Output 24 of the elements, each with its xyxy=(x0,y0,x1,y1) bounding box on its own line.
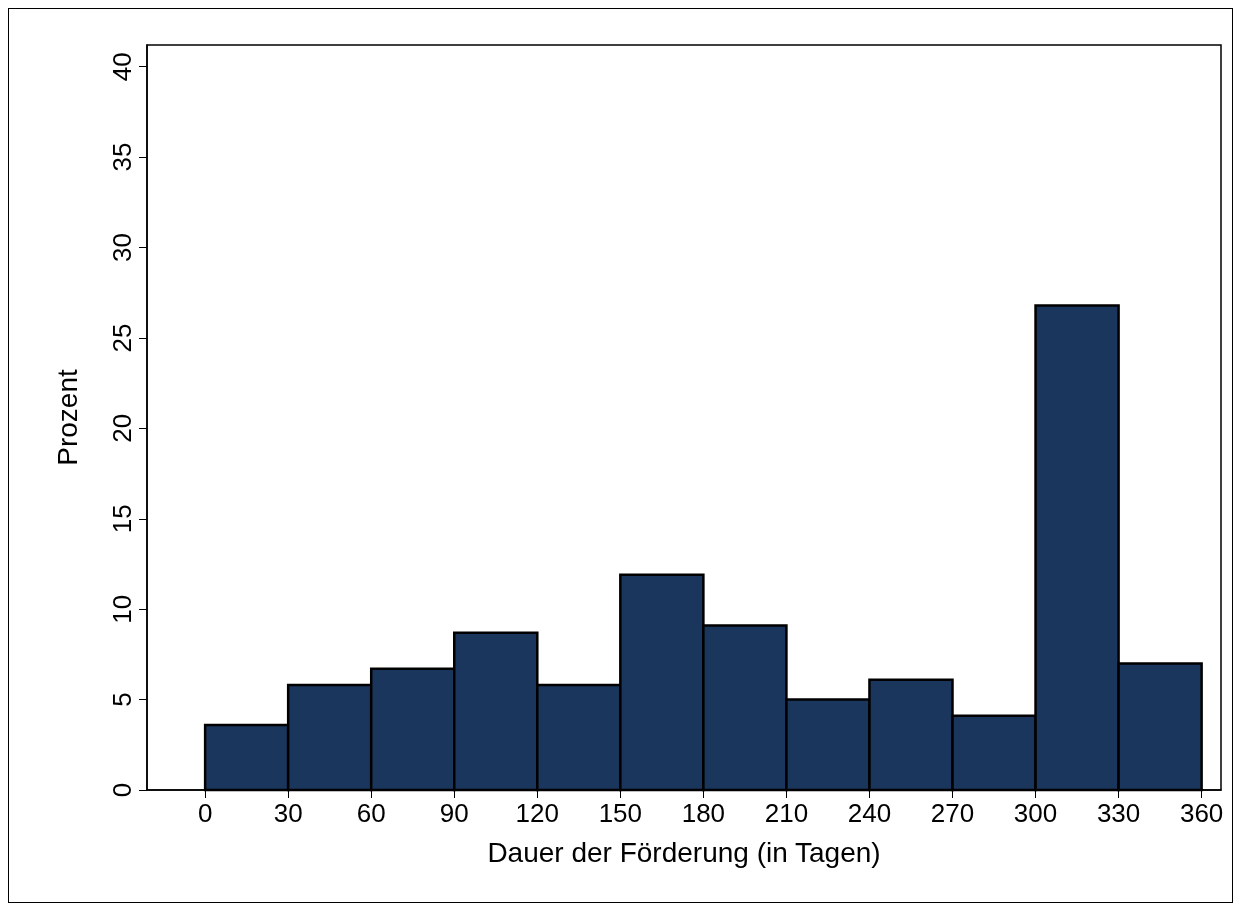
x-tick-label: 120 xyxy=(515,798,559,828)
x-tick-label: 30 xyxy=(273,798,303,828)
y-tick-label: 35 xyxy=(107,142,137,172)
x-tick-label: 60 xyxy=(356,798,386,828)
x-tick-label: 210 xyxy=(764,798,809,828)
y-axis-title: Prozent xyxy=(51,369,83,466)
y-tick-label: 15 xyxy=(107,504,137,534)
x-tick-label: 300 xyxy=(1013,798,1058,828)
x-tick-label: 330 xyxy=(1096,798,1141,828)
y-tick-label: 5 xyxy=(107,692,137,707)
x-axis-title: Dauer der Förderung (in Tagen) xyxy=(487,836,881,868)
x-tick-label: 90 xyxy=(439,798,469,828)
x-tick-label: 180 xyxy=(681,798,726,828)
x-tick-label: 0 xyxy=(197,798,213,828)
x-tick-label: 150 xyxy=(598,798,643,828)
x-tick-label: 240 xyxy=(847,798,892,828)
x-tick-label: 360 xyxy=(1179,798,1224,828)
y-tick-label: 10 xyxy=(107,594,137,624)
y-tick-label: 20 xyxy=(107,413,137,443)
y-tick-label: 0 xyxy=(107,782,137,798)
y-tick-label: 40 xyxy=(107,52,137,82)
y-tick-label: 25 xyxy=(107,323,137,353)
x-tick-label: 270 xyxy=(930,798,975,828)
y-tick-label: 30 xyxy=(107,233,137,262)
